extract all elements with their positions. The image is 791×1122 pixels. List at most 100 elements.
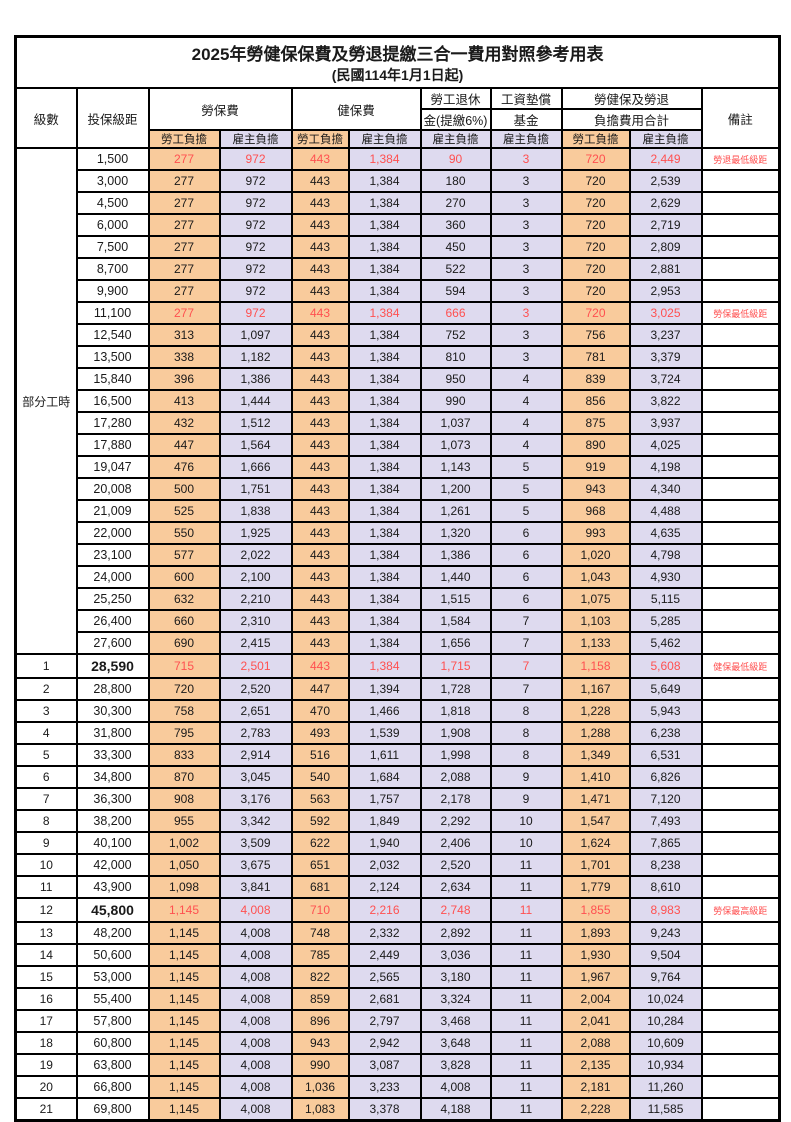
health-employee-cell: 443 (290, 653, 350, 679)
pension-employer-cell: 950 (419, 367, 492, 391)
level-cell: 3 (14, 699, 78, 723)
level-cell: 8 (14, 809, 78, 833)
col-header-remark: 備註 (700, 87, 781, 149)
bracket-cell: 11,100 (75, 301, 150, 325)
pension-employer-cell: 1,440 (419, 565, 492, 589)
pension-employer-cell: 270 (419, 191, 492, 215)
table-row: 9,900 277 972 443 1,384 594 3 720 2,953 (16, 279, 781, 303)
labor-employer-cell: 2,210 (218, 587, 293, 611)
health-employer-cell: 1,384 (347, 213, 422, 237)
bracket-cell: 69,800 (75, 1097, 150, 1122)
remark-cell (700, 699, 781, 723)
table-row: 部分工時 1,500 277 972 443 1,384 90 3 720 2,449 勞退最低級距 (14, 147, 781, 655)
health-employer-cell: 1,384 (347, 521, 422, 545)
bracket-cell: 42,000 (75, 853, 150, 877)
health-employee-cell: 443 (290, 345, 350, 369)
wage-fund-employer-cell: 11 (489, 1009, 563, 1033)
wage-fund-employer-cell: 10 (489, 809, 563, 833)
table-row: 27,600 690 2,415 443 1,384 1,656 7 1,133 5,462 (16, 631, 781, 655)
health-employer-cell: 1,384 (347, 345, 422, 369)
level-cell: 11 (14, 875, 78, 899)
wage-fund-employer-cell: 3 (489, 191, 563, 215)
table-body: 部分工時 1,500 277 972 443 1,384 90 3 720 2,449 勞退最低級距… (14, 147, 781, 1122)
bracket-cell: 25,250 (75, 587, 150, 611)
remark-cell (700, 477, 781, 501)
wage-fund-employer-cell: 3 (489, 257, 563, 281)
fee-reference-table: 2025年勞健保保費及勞退提繳三合一費用對照參考用表 (民國114年1月1日起)… (14, 35, 782, 1122)
total-employer-cell: 5,462 (628, 631, 703, 655)
labor-employee-cell: 1,098 (147, 875, 221, 899)
bracket-cell: 16,500 (75, 389, 150, 413)
table-row: 25,250 632 2,210 443 1,384 1,515 6 1,075 5,115 (16, 587, 781, 611)
total-employee-cell: 1,547 (560, 809, 631, 833)
labor-employer-cell: 1,182 (218, 345, 293, 369)
health-employer-cell: 1,394 (347, 677, 422, 701)
total-employer-cell: 3,937 (628, 411, 703, 435)
health-employee-cell: 748 (290, 921, 350, 945)
remark-cell (700, 499, 781, 523)
pension-employer-cell: 1,728 (419, 677, 492, 701)
health-employee-cell: 443 (290, 455, 350, 479)
bracket-cell: 57,800 (75, 1009, 150, 1033)
wage-fund-employer-cell: 11 (489, 1053, 563, 1077)
labor-employer-cell: 972 (218, 235, 293, 259)
health-employer-cell: 3,087 (347, 1053, 422, 1077)
labor-employee-cell: 1,002 (147, 831, 221, 855)
labor-employer-cell: 2,651 (218, 699, 293, 723)
level-cell: 19 (14, 1053, 78, 1077)
col-header-wage-fund-line2: 基金 (489, 108, 563, 131)
remark-cell: 勞保最高級距 (700, 897, 781, 923)
health-employee-cell: 443 (290, 367, 350, 391)
remark-cell (700, 965, 781, 989)
bracket-cell: 48,200 (75, 921, 150, 945)
health-employee-cell: 443 (290, 147, 350, 171)
table-row: 21,009 525 1,838 443 1,384 1,261 5 968 4,488 (16, 499, 781, 523)
labor-employee-cell: 277 (147, 301, 221, 325)
total-employer-cell: 5,608 (628, 653, 703, 679)
labor-employee-cell: 870 (147, 765, 221, 789)
wage-fund-employer-cell: 4 (489, 367, 563, 391)
health-employee-cell: 443 (290, 631, 350, 655)
remark-cell (700, 191, 781, 215)
labor-employer-cell: 3,509 (218, 831, 293, 855)
remark-cell (700, 1031, 781, 1055)
labor-employer-cell: 4,008 (218, 965, 293, 989)
total-employer-cell: 2,539 (628, 169, 703, 193)
total-employer-cell: 5,285 (628, 609, 703, 633)
labor-employer-cell: 4,008 (218, 943, 293, 967)
labor-employee-cell: 1,145 (147, 1031, 221, 1055)
total-employer-cell: 2,809 (628, 235, 703, 259)
remark-cell (700, 367, 781, 391)
health-employee-cell: 592 (290, 809, 350, 833)
level-cell: 13 (14, 921, 78, 945)
labor-employer-cell: 1,666 (218, 455, 293, 479)
health-employee-cell: 943 (290, 1031, 350, 1055)
pension-employer-cell: 360 (419, 213, 492, 237)
labor-employer-cell: 4,008 (218, 1031, 293, 1055)
wage-fund-employer-cell: 5 (489, 477, 563, 501)
total-employee-cell: 2,228 (560, 1097, 631, 1122)
pension-employer-cell: 2,520 (419, 853, 492, 877)
total-employer-cell: 6,238 (628, 721, 703, 745)
pension-employer-cell: 1,715 (419, 653, 492, 679)
title-row: 2025年勞健保保費及勞退提繳三合一費用對照參考用表 (民國114年1月1日起) (14, 35, 781, 89)
table-row: 13 48,200 1,145 4,008 748 2,332 2,892 11 1,893 9,… (14, 921, 781, 945)
level-cell: 16 (14, 987, 78, 1011)
remark-cell (700, 765, 781, 789)
bracket-cell: 45,800 (75, 897, 150, 923)
labor-employee-cell: 396 (147, 367, 221, 391)
bracket-cell: 13,500 (75, 345, 150, 369)
remark-cell (700, 721, 781, 745)
table-row: 6 34,800 870 3,045 540 1,684 2,088 9 1,410 6,826 (14, 765, 781, 789)
wage-fund-employer-cell: 7 (489, 609, 563, 633)
labor-employee-cell: 277 (147, 257, 221, 281)
pension-employer-cell: 810 (419, 345, 492, 369)
bracket-cell: 27,600 (75, 631, 150, 655)
total-employer-cell: 5,115 (628, 587, 703, 611)
bracket-cell: 30,300 (75, 699, 150, 723)
health-employer-cell: 1,384 (347, 389, 422, 413)
wage-fund-employer-cell: 8 (489, 743, 563, 767)
level-cell: 12 (14, 897, 78, 923)
total-employee-cell: 720 (560, 235, 631, 259)
bracket-cell: 4,500 (75, 191, 150, 215)
